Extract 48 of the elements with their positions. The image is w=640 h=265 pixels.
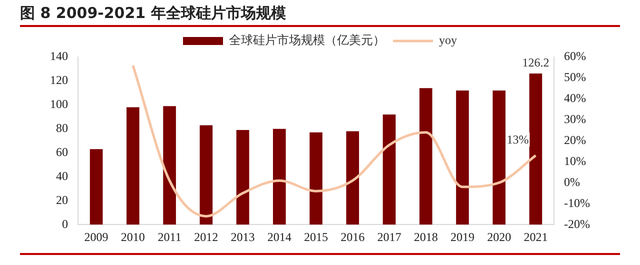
y-tick-label: 140 [50,49,68,64]
bar [310,132,322,225]
bar [456,90,469,225]
legend-label: 全球硅片市场规模（亿美元） [229,33,385,48]
y2-tick-label: -20% [564,216,590,231]
y2-tick-label: 50% [564,70,586,84]
x-tick-label: 2014 [267,230,292,244]
bar [382,114,396,225]
bar [492,90,506,225]
data-label: 126.2 [522,56,550,70]
y2-tick-label: 10% [564,154,586,168]
y2-tick-label: 60% [564,49,586,64]
x-tick-label: 2021 [524,230,548,244]
x-tick-label: 2013 [230,230,255,244]
y2-tick-label: -10% [564,196,590,210]
y-tick-label: 60 [56,144,68,159]
y-tick-label: 80 [56,120,68,135]
x-tick-label: 2017 [377,230,402,244]
bar [126,107,140,225]
y-tick-label: 20 [56,192,68,207]
y-tick-label: 40 [56,168,68,183]
x-tick-label: 2009 [84,230,108,244]
bar [529,74,542,225]
y-tick-label: 120 [50,73,68,88]
x-tick-label: 2010 [120,230,145,244]
x-tick-label: 2018 [414,230,438,244]
bar [236,130,250,225]
y2-tick-label: 20% [564,132,586,147]
y2-tick-label: 40% [564,91,586,106]
x-tick-label: 2011 [158,230,182,244]
bar [163,106,176,225]
bar [346,131,360,225]
x-tick-label: 2016 [340,230,365,244]
x-tick-label: 2019 [450,230,474,244]
y-tick-label: 0 [62,216,68,231]
chart-title: 图 8 2009-2021 年全球硅片市场规模 [20,4,620,27]
x-tick-label: 2012 [194,230,218,244]
y-tick-label: 100 [50,97,68,112]
x-tick-label: 2020 [487,230,512,244]
y2-tick-label: 0% [564,174,580,189]
legend-label: yoy [439,33,457,48]
bar [419,88,432,225]
bar [200,125,213,225]
bar [272,128,286,225]
data-label: 13% [506,132,529,147]
x-tick-label: 2015 [304,230,328,244]
y2-tick-label: 30% [564,112,586,126]
bar [90,149,103,225]
